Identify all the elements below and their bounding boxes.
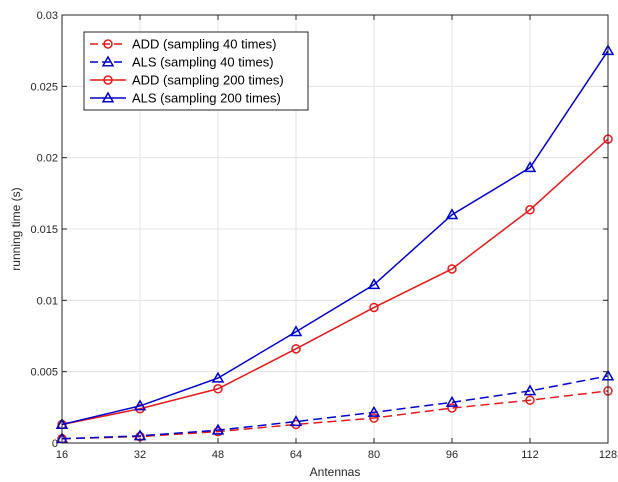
legend-marker: [101, 91, 115, 103]
legend-item: ALS (sampling 40 times): [90, 55, 274, 70]
ticks: 16 32 48 64 80 96 112 128 0 0.005 0.01 0.015 0.02 0.0…: [30, 10, 617, 461]
data-point: [447, 264, 457, 274]
legend-item: ADD (sampling 200 times): [90, 73, 284, 88]
series-4: [55, 44, 615, 429]
y-tick-label: 0.015: [30, 224, 58, 236]
legend-label: ALS (sampling 200 times): [132, 91, 281, 106]
data-point: [213, 384, 223, 394]
y-tick-label: 0.01: [37, 295, 58, 307]
y-tick-label: 0.025: [30, 81, 58, 93]
x-tick-label: 80: [368, 449, 380, 461]
legend-item: ALS (sampling 200 times): [90, 91, 281, 106]
legend-marker: [101, 55, 115, 67]
y-axis-label: running time (s): [9, 187, 23, 270]
x-tick-label: 128: [599, 449, 617, 461]
x-tick-label: 64: [290, 449, 302, 461]
legend-item: ADD (sampling 40 times): [90, 37, 277, 52]
x-axis-label: Antennas: [310, 465, 361, 479]
legend-label: ALS (sampling 40 times): [132, 55, 274, 70]
data-point: [445, 395, 459, 407]
data-point: [291, 344, 301, 354]
legend-marker: [103, 39, 113, 49]
data-point: [133, 399, 147, 411]
x-tick-label: 112: [521, 449, 539, 461]
y-tick-label: 0: [52, 438, 58, 450]
data-point: [367, 405, 381, 417]
data-point: [445, 208, 459, 220]
legend-box: [83, 31, 309, 111]
data-point: [523, 161, 537, 173]
data-point: [369, 413, 379, 423]
legend-marker: [103, 75, 113, 85]
data-point: [289, 415, 303, 427]
data-point: [525, 204, 535, 215]
x-tick-label: 48: [212, 449, 224, 461]
data-point: [367, 278, 381, 290]
legend-label: ADD (sampling 200 times): [132, 73, 284, 88]
series-line: [61, 138, 609, 426]
y-tick-label: 0.005: [30, 367, 58, 379]
legend-label: ADD (sampling 40 times): [132, 37, 277, 52]
x-tick-label: 32: [134, 449, 146, 461]
y-tick-label: 0.03: [37, 10, 58, 22]
series-line: [61, 50, 609, 426]
data-point: [289, 325, 303, 337]
legend: ADD (sampling 40 times) ALS (sampling 40 …: [83, 31, 309, 111]
data-point: [369, 302, 379, 313]
data-point: [211, 371, 225, 383]
y-tick-label: 0.02: [37, 153, 58, 165]
series-line: [61, 390, 609, 440]
x-tick-label: 16: [56, 449, 68, 461]
data-point: [211, 423, 225, 435]
series-line: [61, 375, 609, 440]
data-point: [447, 403, 457, 413]
x-tick-label: 96: [446, 449, 458, 461]
data-point: [523, 384, 537, 396]
data-point: [525, 395, 535, 405]
